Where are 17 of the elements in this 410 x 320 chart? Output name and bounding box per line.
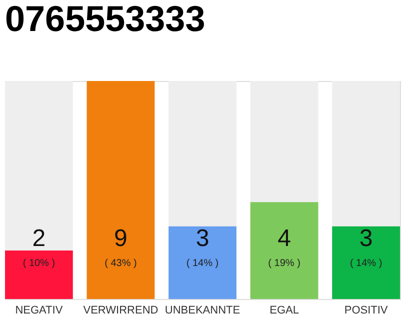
x-tick-label: NEGATIV bbox=[15, 304, 64, 316]
data-label: 3 bbox=[196, 225, 210, 252]
x-tick-label: UNBEKANNTE bbox=[164, 304, 240, 316]
x-tick-label: VERWIRREND bbox=[83, 304, 158, 316]
annotation: ( 14% ) bbox=[350, 258, 382, 269]
data-label: 9 bbox=[114, 225, 128, 252]
x-tick-label: EGAL bbox=[270, 304, 299, 316]
data-label: 2 bbox=[32, 225, 46, 252]
data-label: 3 bbox=[359, 225, 373, 252]
annotation: ( 14% ) bbox=[186, 258, 219, 269]
annotation: ( 43% ) bbox=[104, 258, 137, 269]
x-tick-label: POSITIV bbox=[344, 304, 388, 316]
data-label: 4 bbox=[278, 225, 291, 252]
annotation: ( 10% ) bbox=[22, 258, 56, 269]
bar bbox=[5, 250, 73, 299]
annotation: ( 19% ) bbox=[268, 258, 300, 269]
chart-title: 0765553333 bbox=[5, 0, 206, 39]
